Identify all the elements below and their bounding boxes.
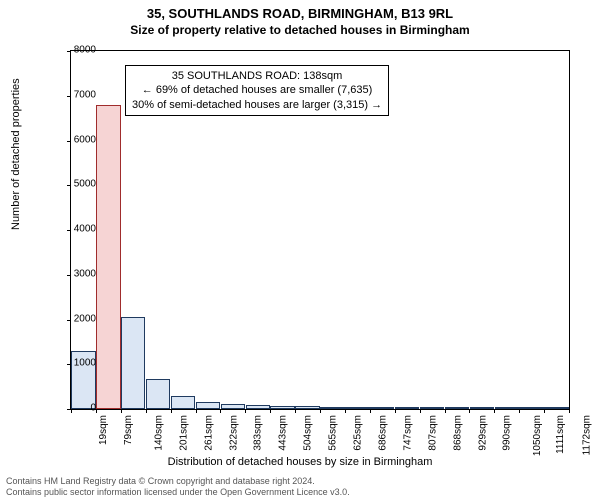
y-tick-label: 5000	[56, 179, 96, 190]
x-tick-label: 201sqm	[178, 415, 189, 451]
x-tick	[196, 409, 197, 413]
histogram-bar	[470, 407, 494, 409]
x-tick	[171, 409, 172, 413]
x-tick-label: 625sqm	[353, 415, 364, 451]
y-tick-label: 1000	[56, 358, 96, 369]
annotation-line2: ← 69% of detached houses are smaller (7,…	[132, 83, 382, 97]
y-axis-label: Number of detached properties	[10, 78, 22, 230]
x-tick	[544, 409, 545, 413]
y-tick-label: 7000	[56, 89, 96, 100]
x-tick-label: 383sqm	[253, 415, 264, 451]
x-axis-label: Distribution of detached houses by size …	[0, 456, 600, 468]
y-tick-label: 6000	[56, 134, 96, 145]
x-tick-label: 686sqm	[377, 415, 388, 451]
x-tick	[295, 409, 296, 413]
x-tick	[445, 409, 446, 413]
histogram-bar	[270, 406, 294, 409]
chart-subtitle: Size of property relative to detached ho…	[0, 23, 600, 41]
histogram-bar	[246, 405, 270, 409]
x-tick-label: 443sqm	[278, 415, 289, 451]
x-tick-label: 1050sqm	[532, 415, 543, 456]
x-tick	[420, 409, 421, 413]
footer-line2: Contains public sector information licen…	[6, 487, 350, 498]
x-tick-label: 1172sqm	[582, 415, 593, 455]
x-tick-label: 565sqm	[328, 415, 339, 451]
x-tick-label: 868sqm	[452, 415, 463, 451]
chart-title: 35, SOUTHLANDS ROAD, BIRMINGHAM, B13 9RL	[0, 0, 600, 23]
x-tick	[96, 409, 97, 413]
histogram-bar	[146, 379, 170, 409]
x-tick	[345, 409, 346, 413]
histogram-bar	[345, 407, 369, 409]
annotation-line3: 30% of semi-detached houses are larger (…	[132, 98, 382, 112]
annotation-line1: 35 SOUTHLANDS ROAD: 138sqm	[132, 69, 382, 83]
x-tick	[494, 409, 495, 413]
y-tick-label: 2000	[56, 313, 96, 324]
histogram-bar	[320, 407, 344, 409]
histogram-bar	[395, 407, 419, 409]
histogram-bar	[420, 407, 444, 409]
x-tick-label: 807sqm	[427, 415, 438, 451]
y-tick-label: 3000	[56, 268, 96, 279]
x-tick-label: 747sqm	[402, 415, 413, 451]
histogram-bar	[519, 407, 543, 409]
histogram-bar	[196, 402, 220, 409]
histogram-bar	[221, 404, 245, 409]
y-tick-label: 4000	[56, 224, 96, 235]
histogram-bar	[544, 407, 568, 409]
histogram-bar	[495, 407, 519, 409]
annotation-box: 35 SOUTHLANDS ROAD: 138sqm ← 69% of deta…	[125, 65, 389, 116]
histogram-bar	[445, 407, 469, 409]
plot-area: 35 SOUTHLANDS ROAD: 138sqm ← 69% of deta…	[70, 50, 570, 410]
x-tick-label: 19sqm	[98, 415, 109, 445]
y-tick-label: 0	[56, 403, 96, 414]
footer-line1: Contains HM Land Registry data © Crown c…	[6, 476, 350, 487]
x-tick	[395, 409, 396, 413]
x-tick	[320, 409, 321, 413]
x-tick	[146, 409, 147, 413]
x-tick-label: 504sqm	[303, 415, 314, 451]
x-tick	[270, 409, 271, 413]
y-tick-label: 8000	[56, 45, 96, 56]
x-tick-label: 140sqm	[153, 415, 164, 451]
x-tick	[569, 409, 570, 413]
highlight-bar	[96, 105, 120, 409]
footer-attribution: Contains HM Land Registry data © Crown c…	[6, 476, 350, 498]
histogram-bar	[171, 396, 195, 409]
histogram-bar	[295, 406, 319, 409]
x-tick	[519, 409, 520, 413]
x-tick-label: 929sqm	[477, 415, 488, 451]
histogram-bar	[121, 317, 145, 409]
x-tick-label: 79sqm	[123, 415, 134, 445]
x-tick-label: 322sqm	[228, 415, 239, 451]
x-tick-label: 1111sqm	[555, 415, 566, 454]
x-tick	[245, 409, 246, 413]
histogram-bar	[370, 407, 394, 409]
x-tick	[469, 409, 470, 413]
x-tick-label: 990sqm	[502, 415, 513, 451]
x-tick	[121, 409, 122, 413]
x-tick	[220, 409, 221, 413]
x-tick	[370, 409, 371, 413]
x-tick-label: 261sqm	[203, 415, 214, 451]
